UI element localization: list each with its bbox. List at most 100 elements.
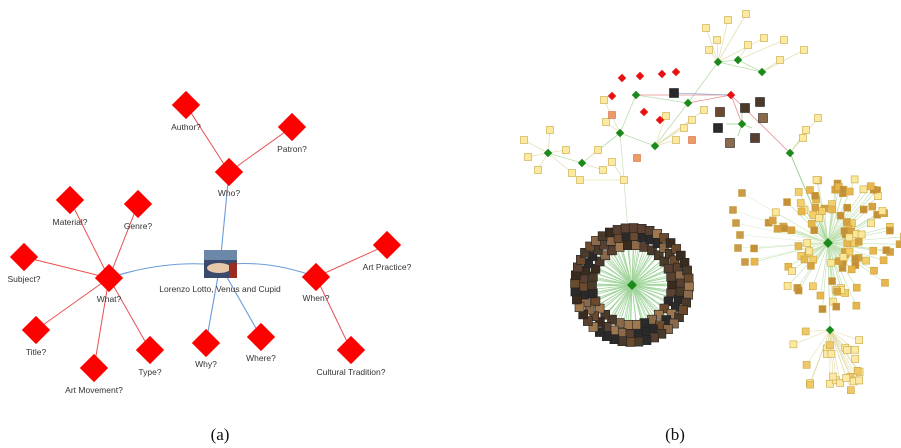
- node: [741, 258, 749, 266]
- node: [802, 126, 810, 134]
- node: [859, 185, 868, 194]
- edge: [654, 115, 667, 147]
- node: [607, 314, 617, 325]
- node: [570, 286, 581, 297]
- node: [842, 218, 851, 226]
- node: [724, 16, 732, 24]
- edge: [93, 277, 110, 369]
- node: [631, 240, 641, 251]
- edge: [687, 94, 732, 104]
- edge: [827, 242, 837, 307]
- edge: [523, 139, 549, 154]
- edge: [705, 27, 719, 63]
- thumb-figure: [207, 263, 231, 273]
- edge: [827, 242, 875, 271]
- node: [801, 327, 810, 336]
- edge: [599, 284, 633, 309]
- edge: [315, 276, 352, 351]
- node: [588, 288, 598, 299]
- caption: (a): [211, 425, 230, 444]
- node: [859, 205, 868, 214]
- node: [623, 240, 633, 251]
- node: [794, 242, 803, 250]
- node-label: What?: [97, 294, 122, 304]
- edge: [631, 261, 665, 286]
- node-label: When?: [303, 293, 330, 303]
- edge: [744, 242, 829, 263]
- node: [635, 71, 645, 81]
- edge: [827, 189, 864, 244]
- node: [666, 271, 676, 282]
- node: [713, 123, 723, 133]
- thumb-sky: [204, 250, 237, 260]
- node: [825, 325, 835, 335]
- node: [577, 158, 587, 168]
- node: [750, 244, 758, 253]
- node: [665, 238, 676, 248]
- node: [669, 88, 679, 98]
- node: [700, 106, 708, 114]
- node: [827, 349, 836, 358]
- node: [783, 198, 791, 206]
- node: [847, 265, 856, 274]
- node: [895, 240, 901, 249]
- node: [787, 226, 796, 234]
- node: [780, 36, 788, 44]
- node: [799, 134, 807, 142]
- node: [667, 280, 677, 290]
- node: [587, 280, 597, 290]
- node-label: Genre?: [124, 221, 153, 231]
- node: [744, 41, 752, 49]
- node: [713, 36, 721, 44]
- node: [828, 277, 836, 285]
- node: [738, 189, 746, 197]
- node: [832, 302, 841, 311]
- edge: [827, 242, 834, 302]
- node: [852, 283, 861, 292]
- node: [647, 245, 657, 256]
- node: [768, 216, 777, 225]
- node: [702, 24, 710, 32]
- edge: [754, 242, 829, 262]
- node: [653, 309, 664, 320]
- node: [612, 225, 623, 235]
- question-node: [94, 263, 124, 293]
- node: [854, 238, 863, 246]
- node: [633, 154, 641, 162]
- node: [623, 319, 633, 330]
- node: [867, 219, 875, 228]
- node: [534, 166, 542, 174]
- node: [590, 296, 601, 307]
- edge: [741, 192, 829, 244]
- node: [663, 263, 674, 274]
- node: [595, 317, 605, 327]
- node-label: Who?: [218, 188, 240, 198]
- node-label: Title?: [26, 347, 47, 357]
- edge: [737, 39, 785, 61]
- node: [843, 346, 851, 354]
- node: [783, 282, 792, 290]
- node: [650, 141, 660, 151]
- node: [810, 226, 818, 234]
- edge: [829, 329, 856, 350]
- node: [570, 278, 580, 289]
- node-label: Material?: [53, 217, 88, 227]
- node: [852, 301, 861, 310]
- question-node: [336, 335, 366, 365]
- edge: [717, 19, 729, 63]
- node: [780, 224, 789, 233]
- node: [688, 136, 696, 144]
- node: [811, 191, 819, 200]
- node: [836, 211, 845, 220]
- node: [802, 361, 811, 369]
- node: [797, 207, 806, 216]
- edge: [23, 256, 110, 279]
- edge: [829, 329, 854, 382]
- node: [771, 208, 780, 217]
- node: [834, 257, 843, 265]
- question-node: [135, 335, 165, 365]
- node: [881, 279, 889, 287]
- edge: [827, 209, 833, 244]
- edge: [793, 329, 831, 345]
